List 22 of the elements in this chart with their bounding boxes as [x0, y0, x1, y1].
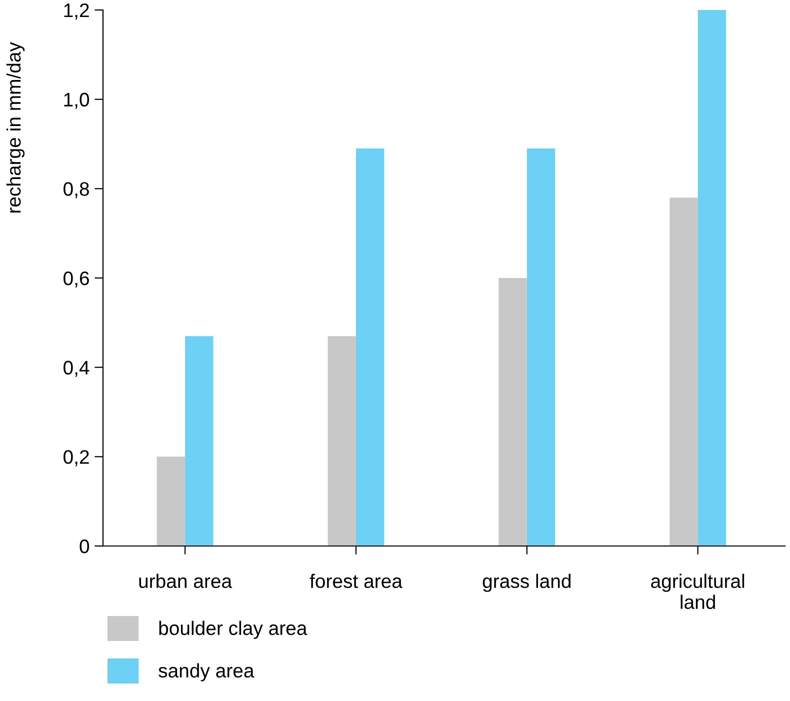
legend-label: boulder clay area [159, 620, 308, 639]
x-tick-label: urban area [139, 574, 232, 588]
bar [698, 10, 726, 546]
y-tick-label: 1,0 [64, 92, 90, 109]
legend-label: sandy area [158, 663, 254, 682]
y-tick-label: 0,8 [64, 182, 89, 198]
x-tick-label: grass land [482, 574, 571, 592]
bar [356, 148, 384, 546]
x-tick-label: forest area [310, 574, 402, 588]
y-axis-title: recharge in mm/day [6, 42, 25, 213]
bar [670, 198, 698, 546]
bar [156, 456, 186, 546]
y-tick-label: 0,4 [64, 360, 90, 377]
y-tick-label: 1,2 [64, 3, 89, 20]
y-tick-label: 0,2 [64, 450, 89, 466]
bar [185, 336, 214, 546]
bar [498, 278, 527, 546]
y-tick-label: 0 [80, 539, 90, 554]
y-tick-label: 0,6 [64, 271, 89, 288]
bar [526, 148, 556, 546]
bar [328, 336, 356, 546]
x-tick-label: agricultural land [651, 574, 744, 610]
